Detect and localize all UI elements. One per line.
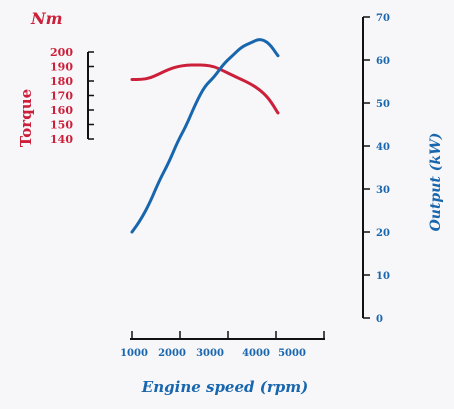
output-series-line xyxy=(130,38,280,234)
x-tick-label: 3000 xyxy=(196,348,224,359)
left-tick-label: 180 xyxy=(50,75,73,88)
x-tick-label: 5000 xyxy=(278,348,306,359)
left-tick-label: 140 xyxy=(50,133,73,146)
right-tick-label: 60 xyxy=(376,56,390,67)
series-layer xyxy=(130,38,280,234)
unit-label: Nm xyxy=(30,9,63,28)
right-tick-label: 10 xyxy=(376,271,390,282)
right-tick-label: 70 xyxy=(376,13,390,24)
left-axis-title: Torque xyxy=(17,89,35,147)
right-tick-label: 20 xyxy=(376,228,390,239)
left-tick-label: 150 xyxy=(50,119,73,132)
left-tick-label: 200 xyxy=(50,46,73,59)
x-axis-title: Engine speed (rpm) xyxy=(141,378,308,396)
x-tick-label: 2000 xyxy=(158,348,186,359)
x-tick-label: 1000 xyxy=(120,348,148,359)
right-tick-label: 0 xyxy=(376,314,383,325)
right-tick-label: 40 xyxy=(376,142,390,153)
right-tick-label: 30 xyxy=(376,185,390,196)
x-tick-label: 4000 xyxy=(242,348,270,359)
right-tick-label: 50 xyxy=(376,99,390,110)
left-tick-label: 170 xyxy=(50,90,73,103)
left-tick-label: 160 xyxy=(50,104,73,117)
left-tick-label: 190 xyxy=(50,61,73,74)
torque-series-line xyxy=(130,63,280,115)
right-axis-title: Output (kW) xyxy=(428,133,444,232)
